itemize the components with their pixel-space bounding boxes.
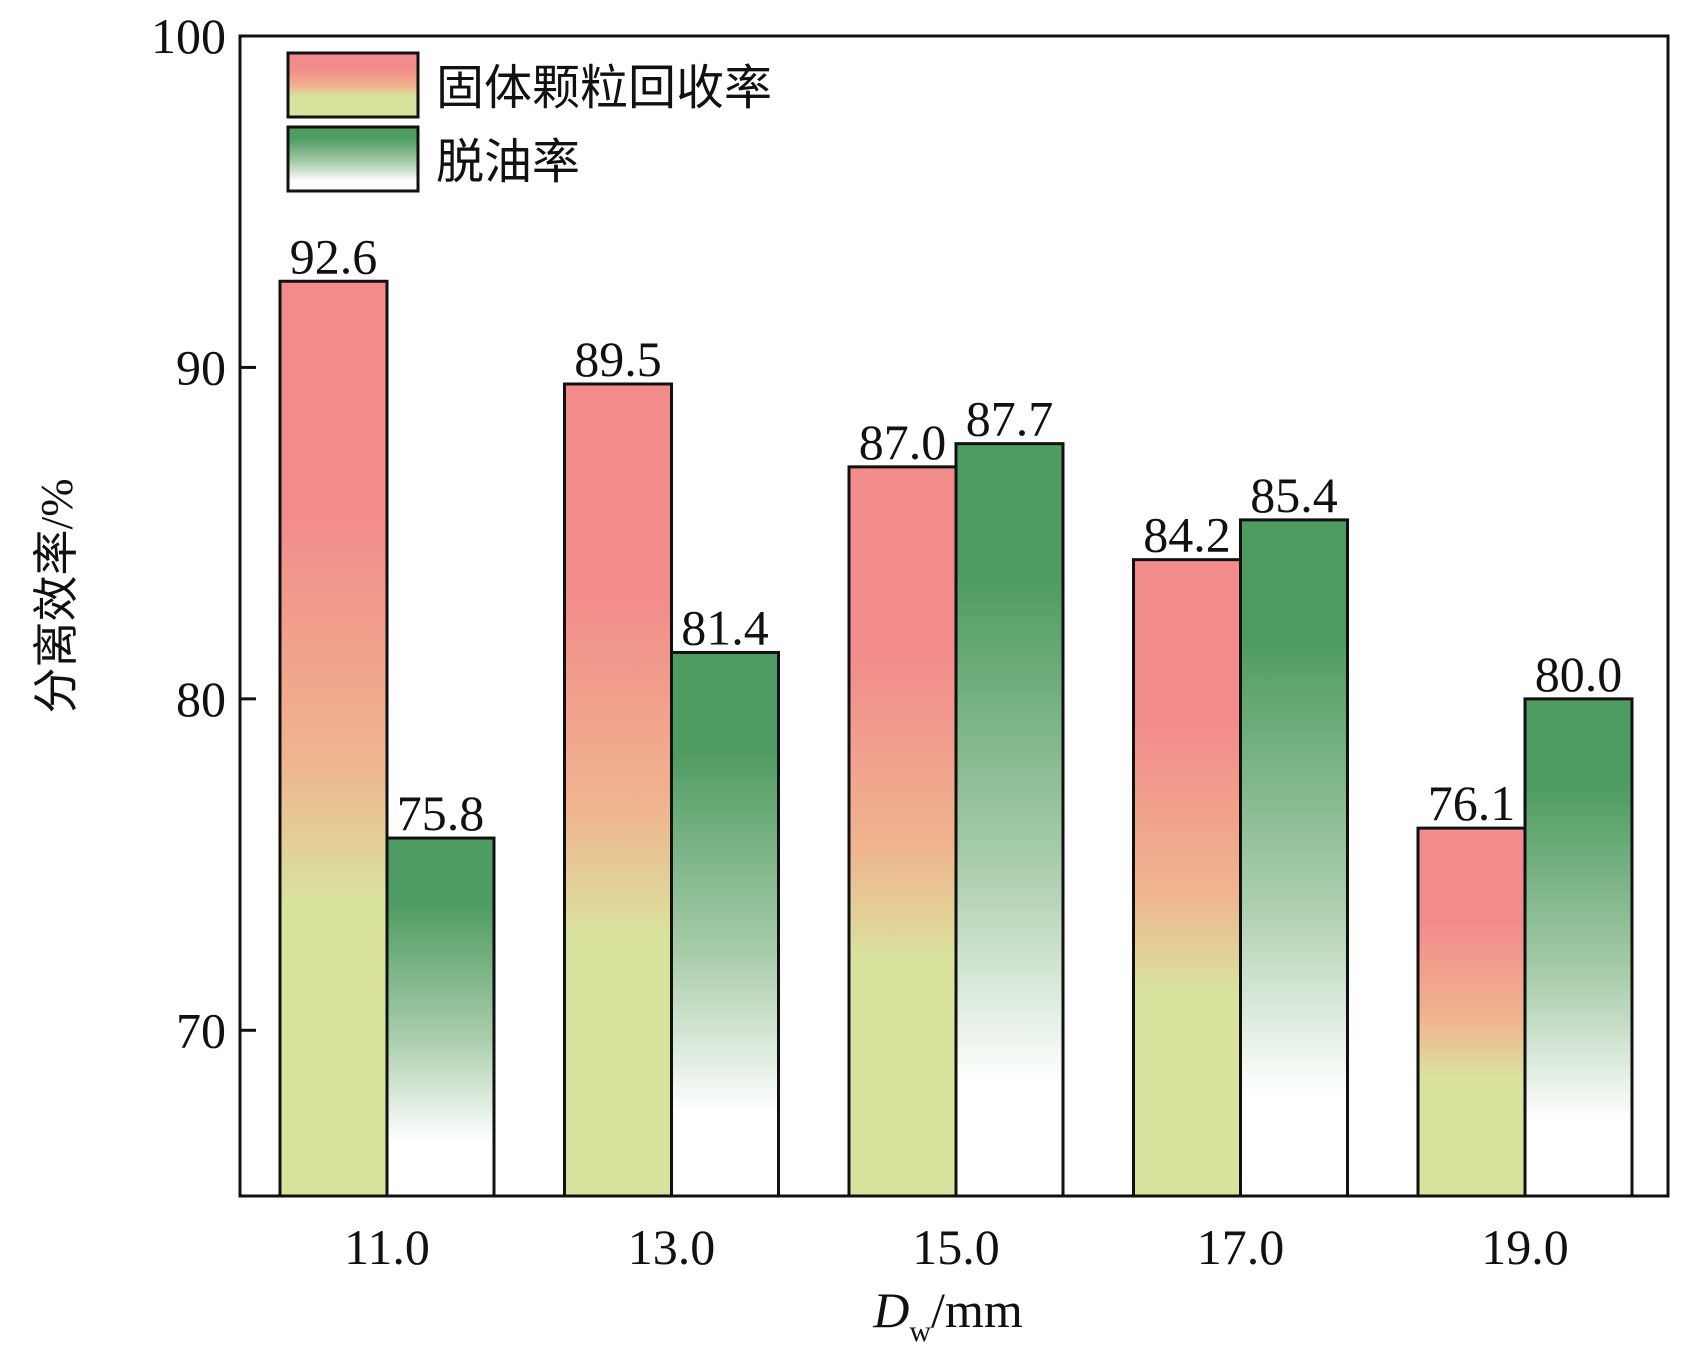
legend-label-solid-recovery: 固体颗粒回收率	[436, 62, 772, 115]
data-label-deoiling-15.0: 87.7	[966, 391, 1054, 447]
legend: 固体颗粒回收率 脱油率	[286, 51, 772, 193]
x-axis-title: Dw/mm	[872, 1282, 1023, 1348]
y-tick-label-100: 100	[151, 8, 226, 64]
bar-deoiling-15.0	[954, 442, 1065, 1198]
x-axis: 11.0 13.0 15.0 17.0 19.0	[344, 1180, 1569, 1275]
x-axis-title-main: D	[872, 1282, 909, 1338]
x-tick-label-17.0: 17.0	[1197, 1219, 1285, 1275]
x-tick-label-19.0: 19.0	[1481, 1219, 1569, 1275]
x-tick-label-15.0: 15.0	[912, 1219, 1000, 1275]
y-axis-title: 分离效率/%	[31, 478, 82, 713]
y-tick-label-90: 90	[176, 339, 226, 395]
y-axis: 70 80 90 100	[151, 8, 256, 1058]
y-tick-label-70: 70	[176, 1002, 226, 1058]
bar-deoiling-19.0	[1523, 697, 1634, 1198]
x-axis-title-sub: w	[909, 1315, 931, 1348]
data-label-solid-recovery-17.0: 84.2	[1143, 507, 1231, 563]
y-tick-label-80: 80	[176, 671, 226, 727]
bar-solid-recovery-11.0	[278, 279, 389, 1198]
bar-solid-recovery-13.0	[563, 382, 673, 1198]
data-label-deoiling-19.0: 80.0	[1535, 646, 1623, 702]
bar-deoiling-13.0	[670, 650, 780, 1198]
bars-layer	[278, 279, 1634, 1198]
data-labels-layer: 92.6 75.8 89.5 81.4 87.0 87.7 84.2 85.4 76.1 80.0	[290, 228, 1623, 841]
data-label-solid-recovery-15.0: 87.0	[859, 414, 947, 470]
x-axis-title-unit: /mm	[931, 1282, 1023, 1338]
bar-solid-recovery-19.0	[1416, 826, 1527, 1198]
bar-deoiling-11.0	[385, 836, 496, 1198]
legend-swatch-solid-recovery	[286, 51, 420, 119]
data-label-solid-recovery-19.0: 76.1	[1428, 775, 1516, 831]
x-tick-label-13.0: 13.0	[628, 1219, 716, 1275]
x-tick-label-11.0: 11.0	[344, 1219, 430, 1275]
plot-frame	[238, 34, 1670, 1198]
legend-swatch-deoiling	[286, 125, 420, 193]
data-label-deoiling-17.0: 85.4	[1250, 467, 1338, 523]
data-label-solid-recovery-13.0: 89.5	[574, 331, 662, 387]
bar-deoiling-17.0	[1239, 518, 1349, 1198]
bar-solid-recovery-15.0	[847, 465, 958, 1198]
data-label-deoiling-11.0: 75.8	[397, 785, 485, 841]
data-label-deoiling-13.0: 81.4	[681, 599, 769, 655]
data-label-solid-recovery-11.0: 92.6	[290, 228, 378, 284]
bar-solid-recovery-17.0	[1132, 558, 1242, 1198]
legend-label-deoiling: 脱油率	[436, 136, 580, 189]
